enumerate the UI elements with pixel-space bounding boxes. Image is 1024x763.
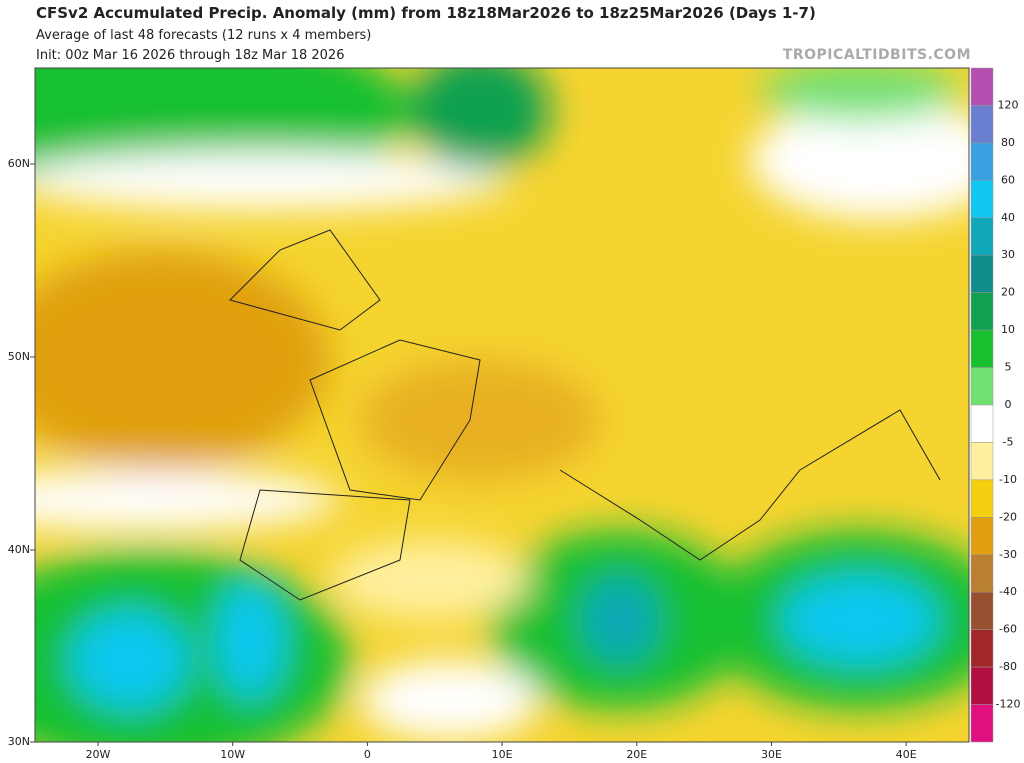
colorbar-label: 20 — [1001, 286, 1015, 299]
map-field — [35, 68, 969, 742]
colorbar-label: 0 — [1005, 398, 1012, 411]
colorbar-segment — [970, 554, 994, 593]
colorbar-label: -120 — [996, 698, 1021, 711]
colorbar-label: -5 — [1003, 435, 1014, 448]
colorbar-segment — [970, 329, 994, 368]
colorbar-label: -20 — [999, 510, 1017, 523]
colorbar-label: -10 — [999, 473, 1017, 486]
subtitle: Average of last 48 forecasts (12 runs x … — [36, 28, 372, 43]
init-text: Init: 00z Mar 16 2026 through 18z Mar 18… — [36, 48, 345, 63]
colorbar-segment — [970, 292, 994, 331]
colorbar-segment — [970, 254, 994, 293]
lat-label: 30N — [8, 735, 30, 748]
colorbar-segment — [970, 217, 994, 256]
lon-label: 20E — [626, 748, 647, 761]
lon-label: 10E — [492, 748, 513, 761]
lon-label: 30E — [761, 748, 782, 761]
colorbar-label: -80 — [999, 660, 1017, 673]
colorbar-label: 10 — [1001, 323, 1015, 336]
colorbar-label: -40 — [999, 585, 1017, 598]
colorbar-segment — [970, 67, 994, 106]
colorbar-label: 60 — [1001, 173, 1015, 186]
colorbar-label: 120 — [998, 98, 1019, 111]
colorbar-segment — [970, 591, 994, 630]
colorbar-label: 80 — [1001, 136, 1015, 149]
colorbar-label: 30 — [1001, 248, 1015, 261]
colorbar-segment — [970, 704, 994, 743]
colorbar-segment — [970, 479, 994, 518]
colorbar-segment — [970, 142, 994, 181]
colorbar-segment — [970, 404, 994, 443]
lon-label: 0 — [364, 748, 371, 761]
lon-label: 10W — [220, 748, 245, 761]
colorbar-segment — [970, 517, 994, 556]
lat-label: 60N — [8, 157, 30, 170]
lat-label: 40N — [8, 543, 30, 556]
watermark: TROPICALTIDBITS.COM — [782, 47, 971, 63]
colorbar-label: -60 — [999, 623, 1017, 636]
lon-label: 40E — [896, 748, 917, 761]
colorbar-label: -30 — [999, 548, 1017, 561]
colorbar-segment — [970, 105, 994, 144]
title: CFSv2 Accumulated Precip. Anomaly (mm) f… — [36, 4, 816, 22]
colorbar-segment — [970, 442, 994, 481]
colorbar-label: 40 — [1001, 211, 1015, 224]
lon-label: 20W — [86, 748, 111, 761]
colorbar-segment — [970, 180, 994, 219]
lat-label: 50N — [8, 350, 30, 363]
colorbar-segment — [970, 367, 994, 406]
colorbar-segment — [970, 666, 994, 705]
colorbar-segment — [970, 629, 994, 668]
colorbar-label: 5 — [1005, 361, 1012, 374]
